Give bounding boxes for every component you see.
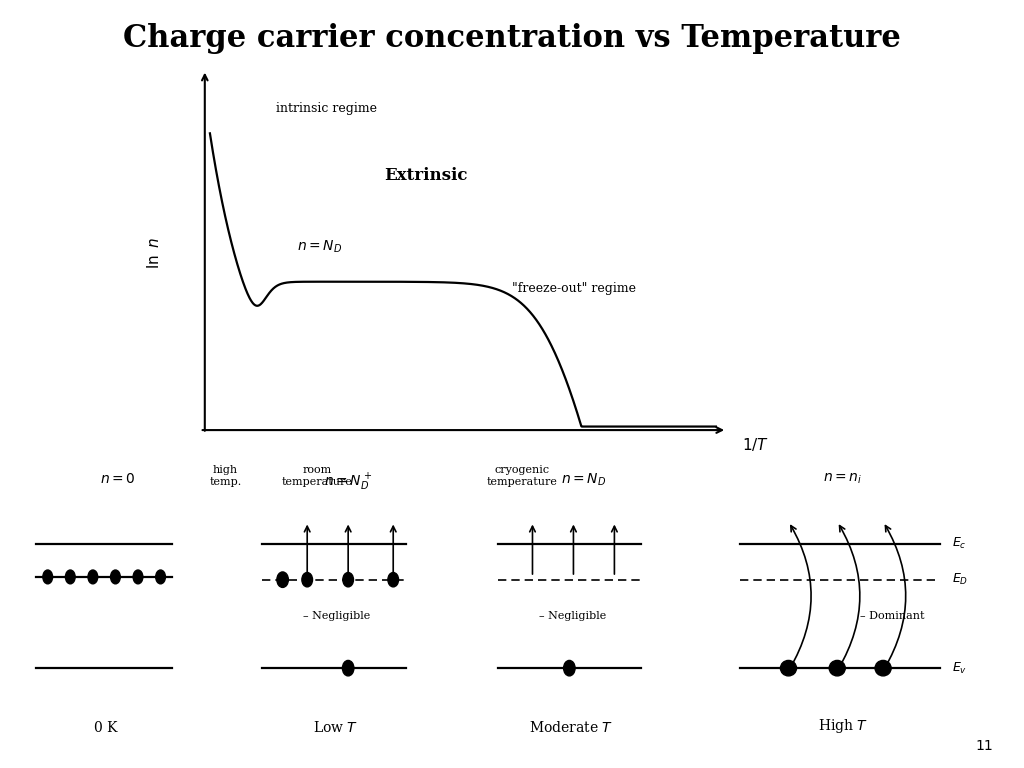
Text: $E_v$: $E_v$ [952, 660, 967, 676]
Text: "freeze-out" regime: "freeze-out" regime [512, 283, 636, 295]
Circle shape [780, 660, 797, 676]
Circle shape [156, 570, 166, 584]
Text: $n = N_D^+$: $n = N_D^+$ [325, 472, 372, 493]
Text: $n = 0$: $n = 0$ [100, 472, 135, 486]
Text: room
temperature: room temperature [282, 465, 353, 487]
Text: $1/T$: $1/T$ [742, 435, 770, 452]
Circle shape [342, 660, 354, 676]
Circle shape [343, 572, 353, 587]
Text: Moderate $T$: Moderate $T$ [529, 720, 613, 734]
Text: cryogenic
temperature: cryogenic temperature [486, 465, 558, 487]
Text: intrinsic regime: intrinsic regime [276, 102, 378, 115]
Text: $\ln\ n$: $\ln\ n$ [145, 237, 162, 270]
Circle shape [388, 572, 398, 587]
Circle shape [276, 572, 289, 588]
Circle shape [133, 570, 143, 584]
Text: – Dominant: – Dominant [860, 611, 925, 621]
Circle shape [66, 570, 75, 584]
Text: $n = N_D$: $n = N_D$ [297, 238, 342, 254]
Circle shape [43, 570, 52, 584]
Text: $n = n_i$: $n = n_i$ [823, 472, 862, 486]
Text: $E_D$: $E_D$ [952, 572, 968, 588]
Circle shape [302, 572, 312, 587]
Text: high
temp.: high temp. [209, 465, 242, 487]
Circle shape [563, 660, 575, 676]
Text: 11: 11 [976, 739, 993, 753]
Text: High $T$: High $T$ [818, 717, 868, 734]
Text: Charge carrier concentration vs Temperature: Charge carrier concentration vs Temperat… [123, 23, 901, 54]
Text: $E_c$: $E_c$ [952, 536, 967, 551]
Text: – Negligible: – Negligible [539, 611, 606, 621]
Circle shape [876, 660, 891, 676]
Circle shape [88, 570, 97, 584]
Text: Extrinsic: Extrinsic [384, 167, 468, 184]
Circle shape [111, 570, 120, 584]
Circle shape [829, 660, 845, 676]
Text: – Negligible: – Negligible [303, 611, 371, 621]
Text: $n = N_D$: $n = N_D$ [561, 472, 606, 488]
Text: 0 K: 0 K [94, 720, 118, 734]
Text: Low $T$: Low $T$ [313, 720, 358, 734]
